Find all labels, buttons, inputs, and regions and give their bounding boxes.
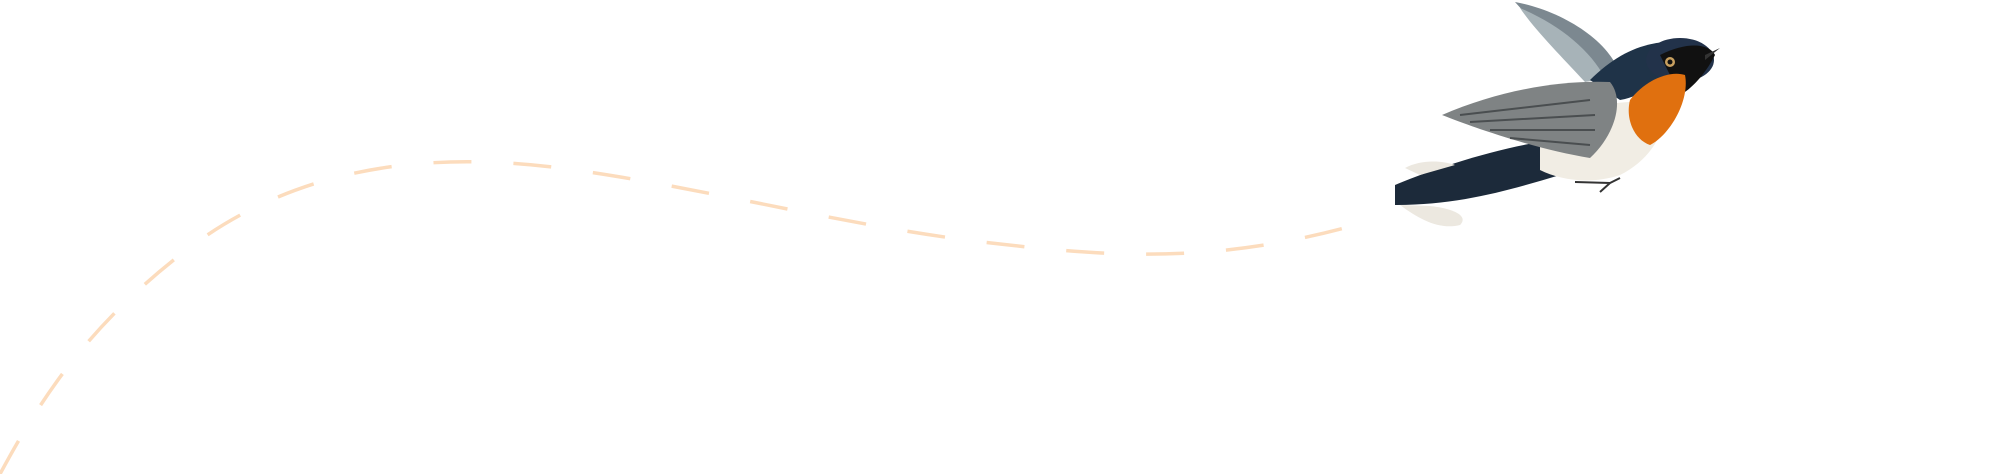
bird-icon bbox=[1395, 2, 1720, 227]
dashed-flight-path bbox=[0, 160, 1353, 474]
